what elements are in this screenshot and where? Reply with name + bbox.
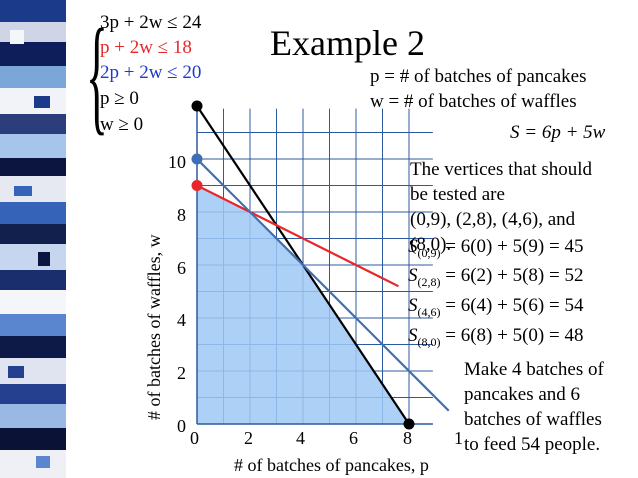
- slide-title: Example 2: [270, 23, 425, 63]
- evaluation-expression: = 6(0) + 5(9) = 45: [445, 236, 584, 257]
- evaluation-subscript: (0,9): [417, 246, 441, 260]
- x-tick-4: 4: [296, 428, 305, 448]
- strip-tile: [0, 404, 66, 428]
- objective-function: S = 6p + 5w: [510, 122, 606, 143]
- constraint-line: [196, 158, 450, 412]
- y-tick-10: 10: [168, 152, 186, 172]
- strip-tile: [0, 450, 66, 478]
- strip-tile: [0, 176, 66, 202]
- evaluation-subscript: (2,8): [417, 275, 441, 289]
- evaluation-0-9: S(0,9) = 6(0) + 5(9) = 45: [408, 236, 584, 260]
- evaluation-2-8: S(2,8) = 6(2) + 5(8) = 52: [408, 265, 584, 289]
- conclusion-line-3: batches of waffles: [464, 409, 602, 430]
- inequality-1: 3p + 2w ≤ 24: [100, 12, 202, 33]
- evaluation-4-6: S(4,6) = 6(4) + 5(6) = 54: [408, 295, 584, 319]
- strip-block: [36, 456, 50, 468]
- strip-tile: [0, 0, 66, 22]
- strip-tile: [0, 384, 66, 404]
- decorative-strip: [0, 0, 66, 478]
- intercept-point: [191, 180, 203, 191]
- legend-p: p = # of batches of pancakes: [370, 66, 587, 87]
- intercept-point: [191, 153, 203, 165]
- y-tick-6: 6: [177, 258, 186, 278]
- x-tick-10: 1: [454, 428, 463, 448]
- strip-block: [14, 186, 32, 196]
- strip-tile: [0, 88, 66, 114]
- y-tick-4: 4: [177, 310, 186, 330]
- constraint-points: [191, 100, 415, 430]
- feasible-region: [197, 185, 409, 424]
- strip-tile: [0, 428, 66, 450]
- x-tick-6: 6: [349, 428, 358, 448]
- legend-w: w = # of batches of waffles: [370, 91, 577, 112]
- strip-tile: [0, 42, 66, 66]
- strip-tile: [0, 290, 66, 314]
- y-axis-label: # of batches of waffles, w: [144, 234, 164, 420]
- y-tick-8: 8: [177, 205, 186, 225]
- strip-block: [34, 96, 50, 108]
- evaluation-subscript: (8,0): [417, 335, 441, 349]
- strip-tile: [0, 114, 66, 134]
- x-axis-label: # of batches of pancakes, p: [234, 455, 429, 475]
- constraint-line: [196, 184, 399, 288]
- constraint-lines: [196, 105, 450, 425]
- strip-tile: [0, 224, 66, 244]
- x-tick-0: 0: [190, 428, 199, 448]
- evaluation-expression: = 6(8) + 5(0) = 48: [445, 325, 584, 346]
- vertices-line-1: The vertices that should: [410, 159, 593, 180]
- x-tick-8: 8: [403, 428, 412, 448]
- inequality-2: p + 2w ≤ 18: [100, 37, 192, 58]
- strip-tile: [0, 270, 66, 290]
- strip-tile: [0, 202, 66, 224]
- conclusion-line-1: Make 4 batches of: [464, 359, 604, 380]
- evaluation-expression: = 6(2) + 5(8) = 52: [445, 265, 584, 286]
- strip-block: [38, 252, 50, 266]
- inequality-5: w ≥ 0: [100, 114, 144, 135]
- x-tick-2: 2: [244, 428, 253, 448]
- intercept-point: [191, 100, 203, 112]
- evaluation-expression: = 6(4) + 5(6) = 54: [445, 295, 584, 316]
- y-tick-0: 0: [177, 416, 186, 436]
- inequality-3: 2p + 2w ≤ 20: [100, 62, 202, 83]
- inequality-4: p ≥ 0: [100, 88, 139, 109]
- strip-tile: [0, 66, 66, 88]
- vertices-line-3: (0,9), (2,8), (4,6), and: [410, 209, 576, 230]
- vertices-line-2: be tested are: [410, 184, 505, 205]
- system-brace: {: [86, 3, 108, 147]
- strip-tile: [0, 134, 66, 158]
- vertices-line-4: (8,0).: [410, 234, 452, 255]
- y-tick-2: 2: [177, 363, 186, 383]
- strip-tile: [0, 158, 66, 176]
- conclusion-line-2: pancakes and 6: [464, 384, 581, 405]
- strip-tile: [0, 336, 66, 358]
- strip-block: [10, 30, 24, 44]
- evaluation-subscript: (4,6): [417, 305, 441, 319]
- conclusion-line-4: to feed 54 people.: [464, 434, 601, 455]
- intercept-point: [403, 418, 415, 430]
- strip-tile: [0, 244, 66, 270]
- evaluation-8-0: S(8,0) = 6(8) + 5(0) = 48: [408, 325, 584, 349]
- strip-block: [8, 366, 24, 378]
- strip-tile: [0, 314, 66, 336]
